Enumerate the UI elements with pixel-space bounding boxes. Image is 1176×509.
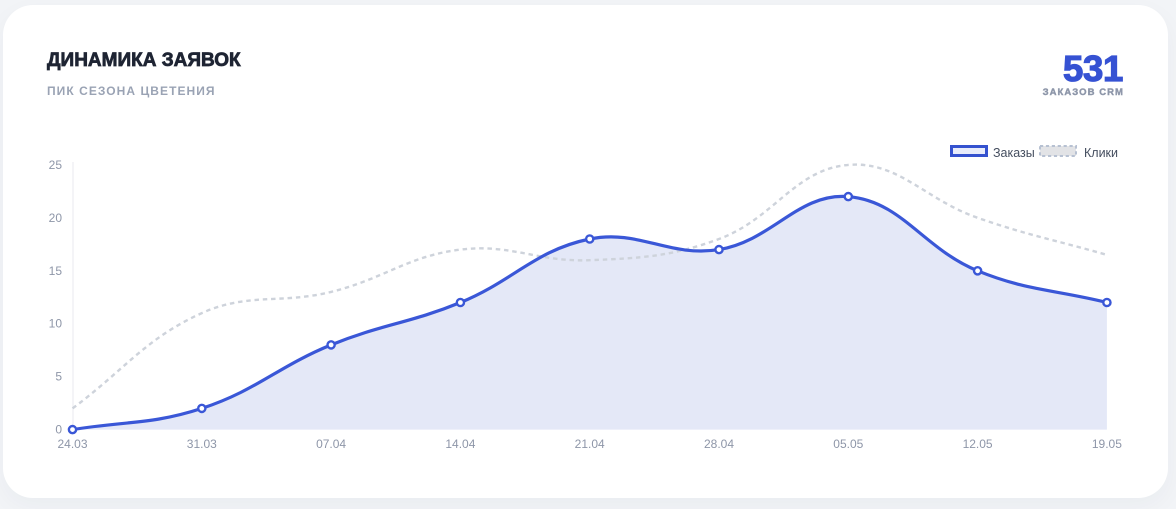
svg-text:24.03: 24.03 (57, 437, 87, 451)
svg-text:14.04: 14.04 (445, 437, 475, 451)
svg-text:07.04: 07.04 (316, 437, 346, 451)
svg-text:31.03: 31.03 (187, 437, 217, 451)
svg-text:0: 0 (55, 423, 62, 437)
svg-text:10: 10 (49, 317, 63, 331)
svg-text:05.05: 05.05 (833, 437, 863, 451)
svg-text:19.05: 19.05 (1092, 437, 1122, 451)
svg-text:12.05: 12.05 (963, 437, 993, 451)
svg-text:25: 25 (49, 158, 63, 172)
svg-text:5: 5 (55, 370, 62, 384)
svg-text:21.04: 21.04 (575, 437, 605, 451)
svg-text:28.04: 28.04 (704, 437, 734, 451)
svg-text:20: 20 (49, 211, 63, 225)
svg-text:15: 15 (49, 264, 63, 278)
